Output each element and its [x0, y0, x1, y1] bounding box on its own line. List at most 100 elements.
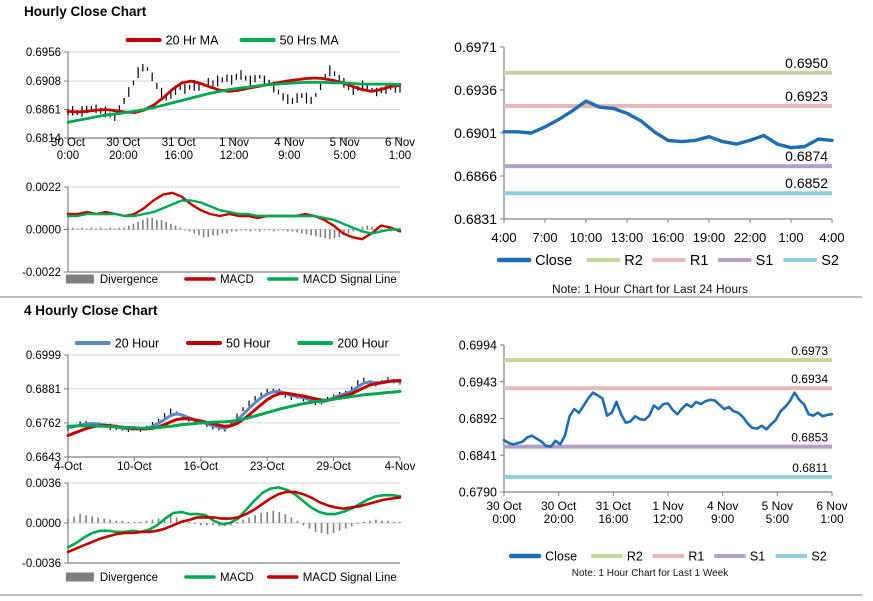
svg-text:16-Oct: 16-Oct — [184, 461, 219, 473]
svg-text:0.6814: 0.6814 — [26, 133, 62, 145]
svg-text:0.6999: 0.6999 — [26, 350, 61, 362]
svg-text:4 Nov: 4 Nov — [274, 137, 304, 149]
svg-text:0.6934: 0.6934 — [791, 372, 828, 386]
svg-text:Divergence: Divergence — [100, 572, 158, 584]
svg-text:Close: Close — [545, 550, 577, 564]
svg-text:4-Oct: 4-Oct — [54, 461, 83, 473]
section-title-hourly: Hourly Close Chart — [24, 4, 147, 19]
svg-text:0.6790: 0.6790 — [459, 486, 497, 500]
weekly-pivot-note: Note: 1 Hour Chart for Last 1 Week — [571, 568, 729, 579]
svg-text:0.6831: 0.6831 — [454, 211, 497, 227]
svg-text:0.6881: 0.6881 — [26, 384, 61, 396]
svg-text:0.6908: 0.6908 — [26, 76, 61, 88]
svg-text:30 Oct: 30 Oct — [486, 499, 522, 513]
svg-text:20:00: 20:00 — [544, 512, 574, 526]
svg-text:-0.0022: -0.0022 — [22, 267, 61, 279]
svg-text:0.6923: 0.6923 — [785, 88, 828, 104]
svg-text:MACD Signal Line: MACD Signal Line — [303, 274, 397, 286]
svg-text:Divergence: Divergence — [100, 274, 158, 286]
svg-text:0.0000: 0.0000 — [26, 225, 61, 237]
svg-text:S1: S1 — [756, 253, 774, 269]
svg-text:22:00: 22:00 — [734, 230, 767, 245]
svg-text:R2: R2 — [627, 550, 643, 564]
svg-text:7:00: 7:00 — [532, 230, 557, 245]
svg-text:10:00: 10:00 — [570, 230, 603, 245]
svg-text:10-Oct: 10-Oct — [117, 461, 152, 473]
svg-text:23-Oct: 23-Oct — [250, 461, 285, 473]
svg-text:MACD: MACD — [220, 572, 254, 584]
svg-text:50 Hrs MA: 50 Hrs MA — [280, 34, 340, 48]
svg-text:0.6853: 0.6853 — [791, 431, 828, 445]
svg-text:0.6956: 0.6956 — [26, 47, 61, 59]
svg-text:4:00: 4:00 — [819, 230, 844, 245]
svg-text:0.6874: 0.6874 — [785, 148, 828, 164]
svg-text:5:00: 5:00 — [766, 512, 790, 526]
svg-text:31 Oct: 31 Oct — [162, 137, 197, 149]
svg-text:30 Oct: 30 Oct — [51, 137, 86, 149]
fourhourly-close-chart: 0.6643 0.6762 0.6881 0.6999 4-Oct 10-Oct 16-Oc… — [26, 337, 416, 474]
svg-text:R2: R2 — [624, 253, 643, 269]
svg-text:0.6811: 0.6811 — [792, 461, 828, 475]
fourhourly-macd-chart: -0.0036 0.0000 0.0036 Divergence MACD MACD Si… — [22, 478, 402, 584]
svg-text:0.6943: 0.6943 — [459, 375, 497, 389]
svg-text:Close: Close — [535, 253, 572, 269]
svg-text:30 Oct: 30 Oct — [106, 137, 141, 149]
svg-text:0.6841: 0.6841 — [459, 449, 497, 463]
svg-text:16:00: 16:00 — [164, 150, 193, 162]
svg-text:5 Nov: 5 Nov — [762, 499, 793, 513]
svg-text:31 Oct: 31 Oct — [596, 499, 632, 513]
svg-text:5 Nov: 5 Nov — [330, 137, 360, 149]
section-divider-2 — [0, 594, 862, 596]
svg-text:9:00: 9:00 — [711, 512, 735, 526]
svg-text:1 Nov: 1 Nov — [219, 137, 249, 149]
section-divider-1 — [0, 296, 862, 298]
svg-text:6 Nov: 6 Nov — [816, 499, 847, 513]
svg-text:16:00: 16:00 — [652, 230, 685, 245]
svg-text:0.6950: 0.6950 — [785, 55, 828, 71]
svg-text:0:00: 0:00 — [492, 512, 516, 526]
svg-text:0.6973: 0.6973 — [791, 344, 828, 358]
svg-text:0.6762: 0.6762 — [26, 418, 61, 430]
svg-text:R1: R1 — [690, 253, 709, 269]
svg-text:1:00: 1:00 — [820, 512, 844, 526]
svg-text:0.0022: 0.0022 — [26, 182, 61, 194]
svg-text:20:00: 20:00 — [109, 150, 138, 162]
svg-text:4 Nov: 4 Nov — [707, 499, 738, 513]
svg-text:S2: S2 — [821, 253, 839, 269]
svg-text:0.6852: 0.6852 — [785, 175, 828, 191]
svg-text:0:00: 0:00 — [57, 150, 79, 162]
svg-text:50 Hour: 50 Hour — [226, 337, 270, 351]
svg-text:0.6892: 0.6892 — [459, 412, 497, 426]
svg-text:9:00: 9:00 — [278, 150, 300, 162]
svg-text:0.6936: 0.6936 — [454, 82, 497, 98]
svg-text:20 Hr MA: 20 Hr MA — [166, 34, 219, 48]
svg-text:0.0036: 0.0036 — [26, 478, 61, 490]
svg-text:16:00: 16:00 — [598, 512, 628, 526]
svg-text:4-Nov: 4-Nov — [385, 461, 416, 473]
svg-text:MACD Signal Line: MACD Signal Line — [303, 572, 397, 584]
svg-text:20 Hour: 20 Hour — [115, 337, 159, 351]
svg-text:1:00: 1:00 — [778, 230, 803, 245]
svg-text:1 Nov: 1 Nov — [652, 499, 683, 513]
svg-text:S1: S1 — [750, 550, 765, 564]
svg-text:6 Nov: 6 Nov — [385, 137, 415, 149]
section-title-4hourly: 4 Hourly Close Chart — [24, 303, 158, 318]
svg-text:0.6994: 0.6994 — [459, 339, 497, 353]
hourly-pivot-chart: 0.6831 0.6866 0.6901 0.6936 0.6971 4:00 7:00 10… — [454, 39, 844, 269]
hourly-macd-chart: -0.0022 0.0000 0.0022 Divergence MACD MACD Si… — [22, 182, 402, 286]
svg-text:0.6643: 0.6643 — [26, 452, 61, 464]
svg-text:29-Oct: 29-Oct — [316, 461, 351, 473]
svg-text:0.6901: 0.6901 — [454, 125, 497, 141]
svg-text:12:00: 12:00 — [653, 512, 683, 526]
svg-text:30 Oct: 30 Oct — [541, 499, 577, 513]
svg-text:4:00: 4:00 — [491, 230, 516, 245]
svg-text:19:00: 19:00 — [693, 230, 726, 245]
svg-text:MACD: MACD — [220, 274, 254, 286]
svg-text:0.0000: 0.0000 — [26, 518, 61, 530]
svg-text:13:00: 13:00 — [611, 230, 644, 245]
svg-text:200 Hour: 200 Hour — [337, 337, 388, 351]
svg-text:S2: S2 — [811, 550, 826, 564]
